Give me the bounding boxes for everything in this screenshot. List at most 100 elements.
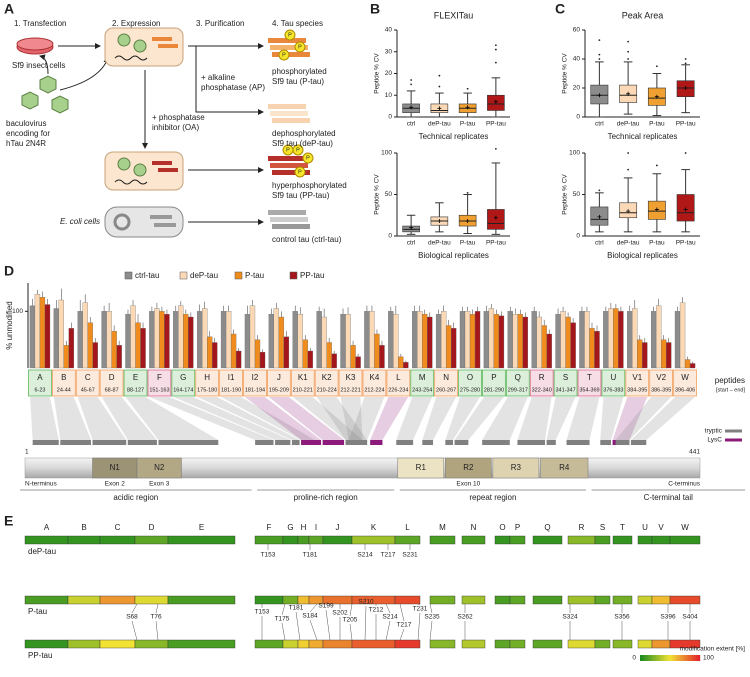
site-leader [417, 603, 421, 606]
peptide-letter: V [658, 523, 664, 532]
site-leader [281, 622, 286, 641]
step-label: 2. Expression [112, 19, 160, 28]
peptide-label: W [681, 373, 689, 382]
peptide-letter: C [115, 523, 121, 532]
bar [637, 339, 643, 369]
outlier [438, 74, 441, 77]
outlier [598, 58, 601, 60]
mapping-triangle [482, 397, 528, 440]
panel-label: A [4, 1, 14, 17]
outlier [684, 152, 687, 154]
mean [409, 105, 414, 110]
peptide-box [267, 369, 291, 397]
x-tick-label: ctrl [407, 240, 416, 247]
colorbar-step [652, 655, 655, 661]
site-leader [349, 623, 353, 641]
species-label: control tau (ctrl-tau) [272, 235, 342, 244]
peptide-range: 6-23 [34, 387, 45, 393]
peptide-range: 212-224 [364, 387, 384, 393]
modification-segment [99, 535, 136, 545]
peptide-range: 386-395 [651, 387, 671, 393]
peptide-label: E [133, 373, 138, 382]
virus-label: encoding for [6, 129, 50, 138]
sequence-segment [630, 440, 647, 445]
peptide-label: K2 [322, 373, 332, 382]
bar [464, 311, 471, 369]
legend-label: LysC [707, 437, 722, 444]
modification-segment [167, 535, 236, 545]
bar [388, 311, 394, 369]
bar [331, 353, 337, 369]
colorbar-step [698, 655, 701, 661]
modification-segment [322, 535, 353, 545]
peptide-range: 243-254 [412, 387, 432, 393]
sequence-start: 1 [25, 449, 29, 456]
site-label: S396 [660, 614, 676, 621]
bar [379, 345, 385, 369]
mean [465, 219, 470, 224]
bar [398, 356, 404, 369]
colorbar-step [658, 655, 661, 661]
y-axis-title: % unmodified [5, 301, 14, 349]
y-tick-label: 100 [12, 308, 23, 315]
site-leader [131, 620, 138, 641]
modification-segment [594, 639, 611, 649]
x-axis-title: Technical replicates [419, 132, 489, 141]
mapping-triangle [30, 397, 59, 440]
bar [517, 314, 523, 369]
colorbar-step [664, 655, 667, 661]
bar [235, 350, 242, 369]
domain-label: R2 [463, 463, 474, 472]
colorbar-max: 100 [703, 655, 714, 662]
domain [492, 457, 540, 479]
sequence-segment [255, 440, 274, 445]
site-label: S262 [457, 614, 473, 621]
peptide-range: 354-369 [579, 387, 599, 393]
peptide-range: 384-395 [627, 387, 647, 393]
bar [283, 336, 290, 369]
peptide-label: Q [515, 373, 521, 382]
x-tick-label: deP-tau [617, 121, 640, 128]
site-leader [309, 619, 318, 641]
peptide-box [625, 369, 650, 397]
bar [212, 342, 218, 369]
mean [597, 93, 602, 98]
x-tick-label: P-tau [460, 240, 476, 247]
bar [650, 311, 657, 369]
peptide-label: I2 [252, 373, 259, 382]
peptide-letter: U [642, 523, 648, 532]
site-label: S214 [357, 552, 373, 559]
colorbar-step [670, 655, 673, 661]
ap-label: + alkaline [201, 73, 236, 82]
peptide-box [529, 369, 554, 397]
exon-label: Exon 3 [149, 481, 170, 488]
modification-segment [669, 639, 701, 649]
y-tick-label: 20 [385, 70, 393, 77]
bar [350, 345, 356, 369]
mapping-triangle [173, 397, 291, 440]
site-leader [417, 612, 421, 641]
peptide-range: 181-194 [245, 387, 265, 393]
protein-icon [158, 168, 178, 172]
sequence-segment [566, 440, 590, 445]
colorbar-step [656, 655, 659, 661]
modification-segment [282, 595, 299, 605]
peptide-letter: E [199, 523, 204, 532]
colorbar-step [696, 655, 699, 661]
y-tick-label: 100 [569, 150, 580, 157]
bar [393, 314, 399, 369]
peptide-letter: L [405, 523, 410, 532]
outlier [494, 48, 497, 51]
peptide-label: R [539, 373, 545, 382]
mapping-triangle [125, 397, 219, 440]
outlier [598, 39, 601, 42]
bar [316, 311, 322, 369]
site-label: T153 [255, 609, 270, 616]
site-leader [309, 603, 318, 613]
oa-label: inhibitor (OA) [152, 123, 199, 132]
sequence-segment [482, 440, 510, 445]
peptide-box [243, 369, 267, 397]
outlier [627, 58, 630, 60]
bar [58, 299, 64, 369]
y-axis-title: Peptide % CV [562, 53, 569, 94]
